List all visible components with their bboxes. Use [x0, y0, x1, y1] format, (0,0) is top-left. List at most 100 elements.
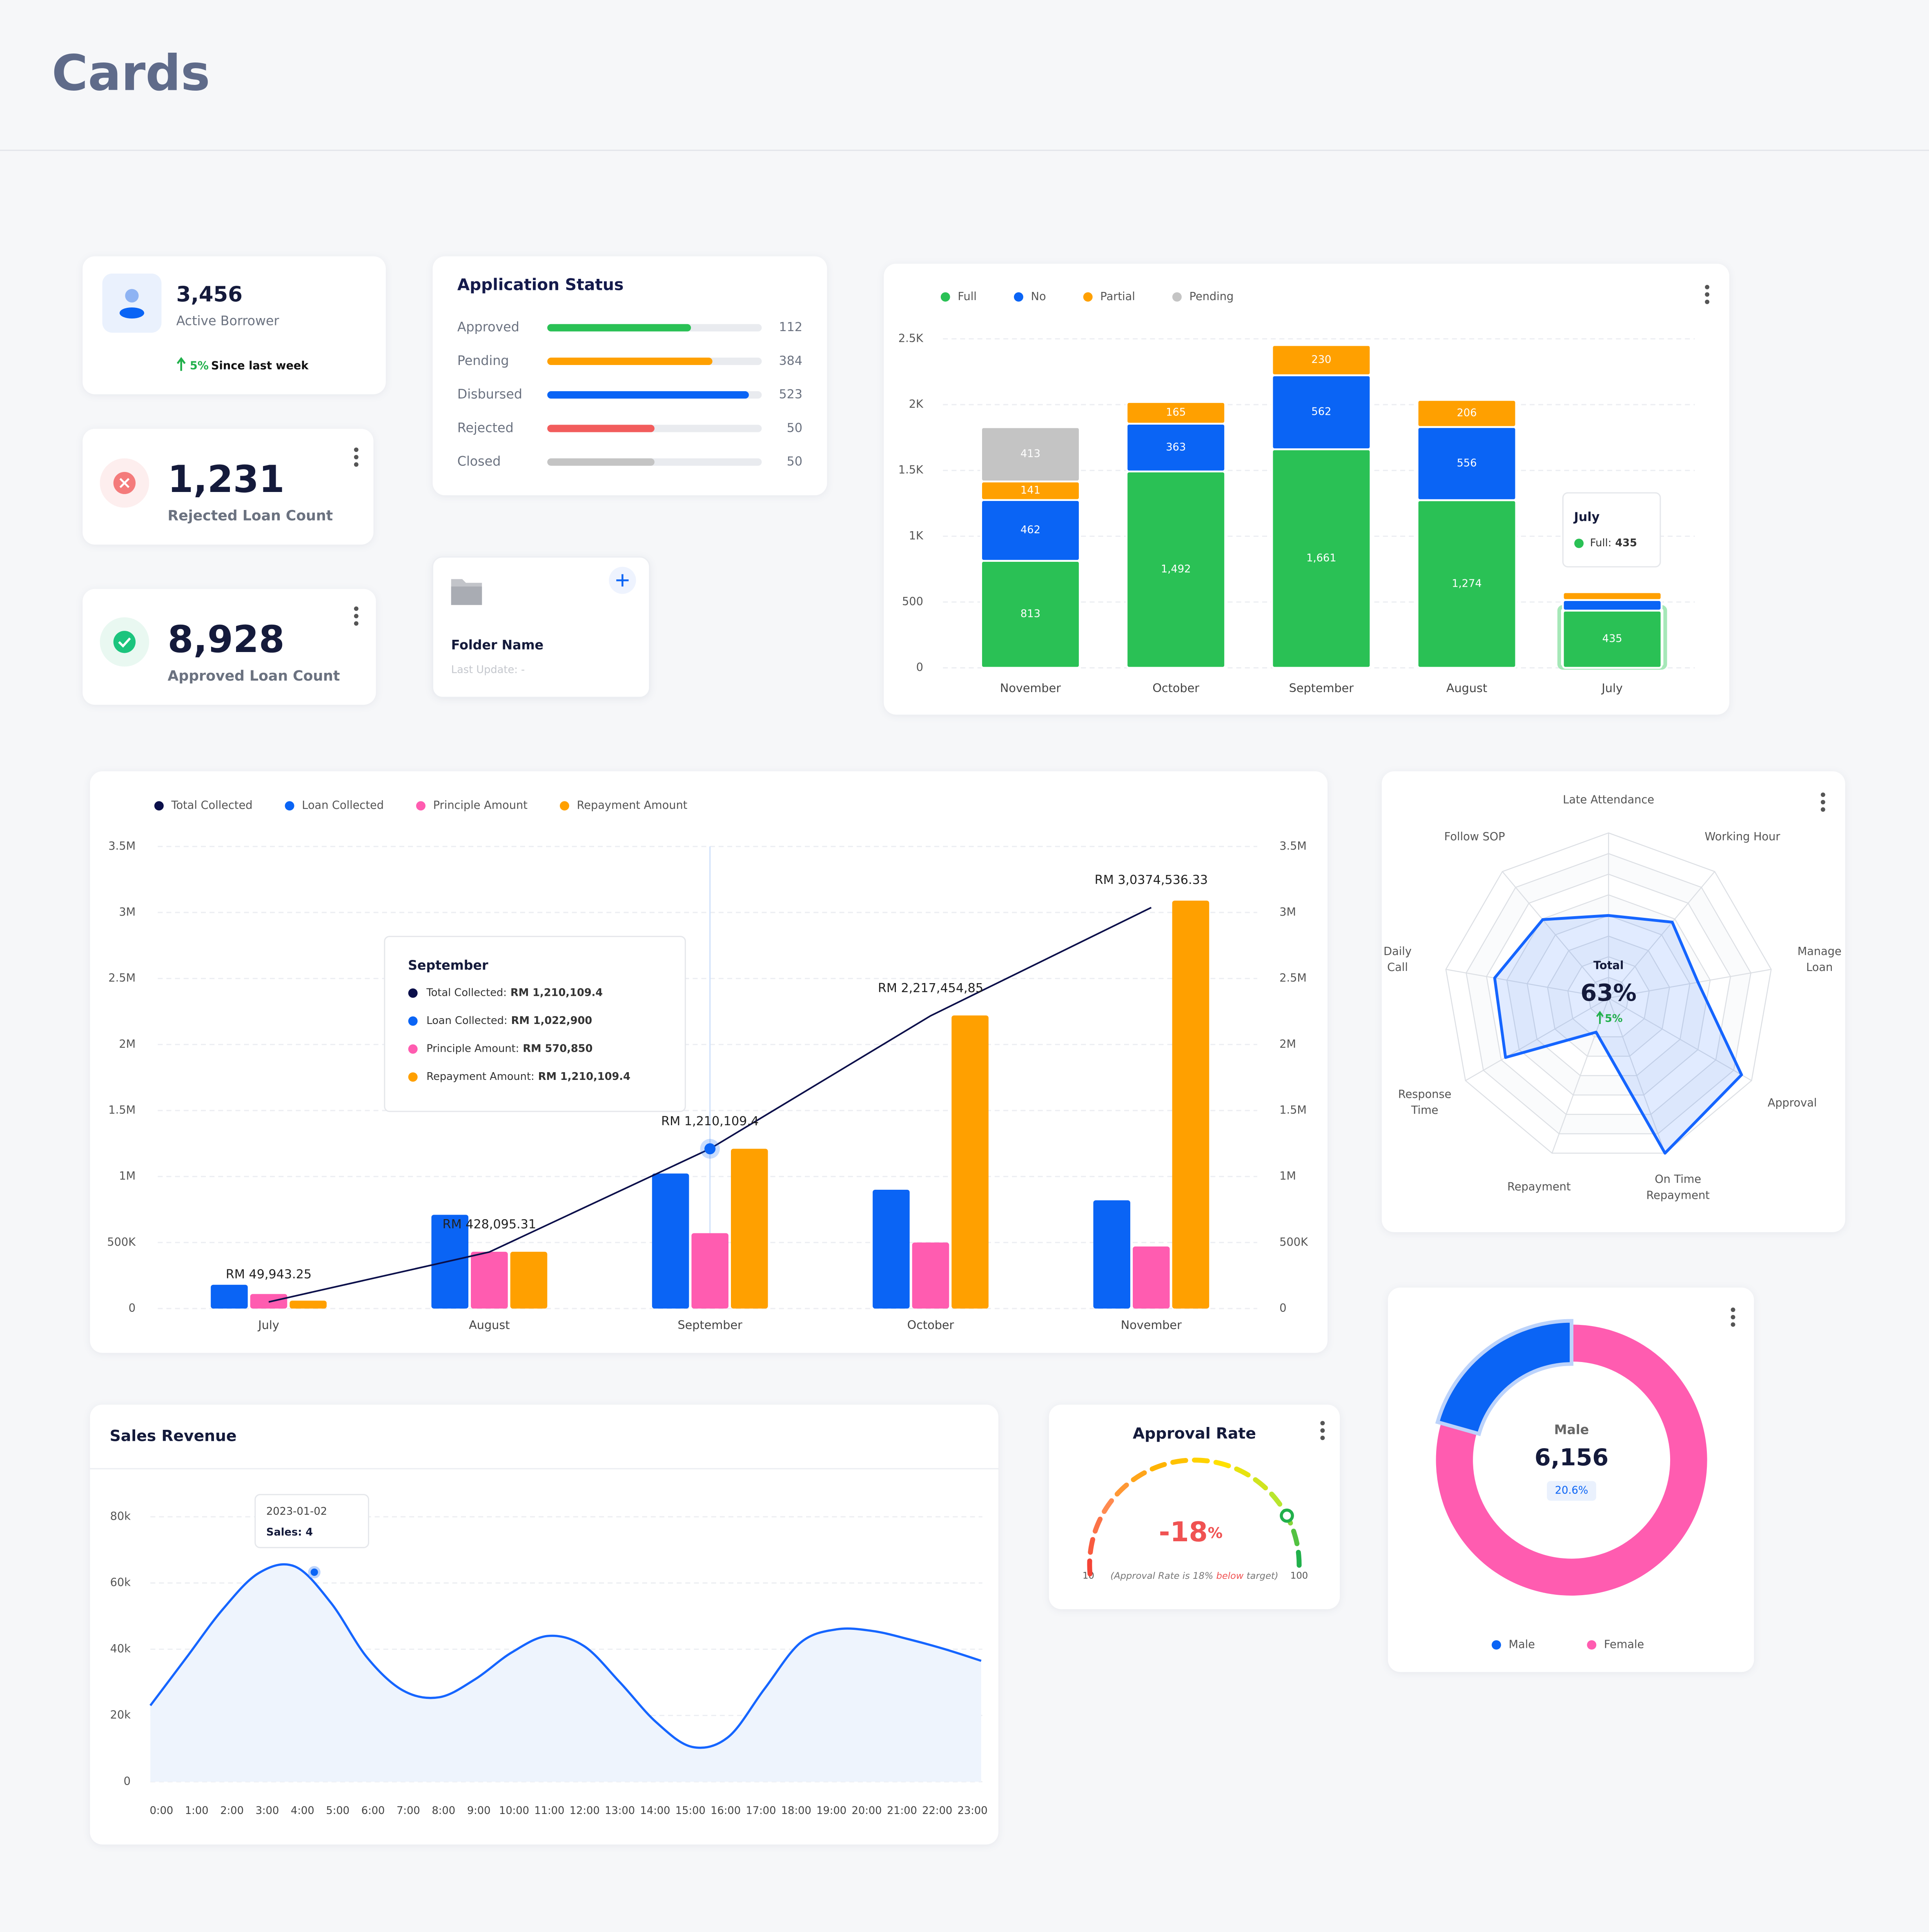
x-tick-label: 9:00 [467, 1805, 491, 1817]
legend-marker [416, 801, 425, 811]
legend-label: Partial [1100, 290, 1135, 303]
menu-button[interactable] [354, 447, 359, 467]
x-tick-label: 12:00 [570, 1805, 600, 1817]
tooltip-title: September [408, 958, 488, 973]
status-label: Rejected [457, 421, 514, 435]
x-tick-label: 4:00 [291, 1805, 314, 1817]
y-tick-label: 60k [110, 1576, 131, 1589]
status-bar [547, 458, 655, 466]
stat-value: 3,456 [176, 282, 243, 307]
tooltip-item-label: Principle Amount: [426, 1042, 519, 1055]
status-count: 50 [787, 421, 802, 435]
status-bar [547, 425, 655, 432]
center-value: 6,156 [1535, 1444, 1608, 1471]
bar [1172, 900, 1210, 1309]
y-tick-label: 80k [110, 1510, 131, 1522]
x-tick-label: 7:00 [396, 1805, 420, 1817]
annotation: RM 49,943.25 [226, 1267, 312, 1282]
x-tick-label: 0:00 [150, 1805, 174, 1817]
radar-label: On Time Repayment [1646, 1174, 1710, 1202]
x-tick-label: 6:00 [361, 1805, 385, 1817]
x-tick-label: October [1152, 681, 1199, 695]
gauge-dash [1092, 1516, 1103, 1534]
value-label: 462 [1020, 524, 1040, 536]
value-label: 141 [1020, 484, 1040, 496]
status-label: Approved [457, 320, 519, 335]
change-value: 5% [190, 359, 209, 372]
hover-point [308, 1566, 321, 1578]
legend-marker [1492, 1640, 1501, 1650]
tooltip-item-label: Total Collected: [426, 986, 507, 999]
bar [1093, 1200, 1130, 1309]
gauge-value: -18% [1159, 1516, 1223, 1548]
value-label: 435 [1602, 633, 1622, 645]
legend-label: Repayment Amount [577, 799, 688, 812]
icon-box [102, 273, 162, 333]
value-label: 1,274 [1452, 577, 1481, 590]
stat-label: Approved Loan Count [168, 668, 340, 684]
x-tick-label: 16:00 [711, 1805, 741, 1817]
folder-icon [451, 586, 482, 605]
radar-label: Late Attendance [1563, 794, 1655, 807]
legend-label: Female [1604, 1638, 1644, 1651]
up-arrow [176, 357, 186, 371]
y-tick-label: 20k [110, 1709, 131, 1721]
gauge-card [1049, 1404, 1340, 1609]
legend-label: Total Collected [171, 799, 253, 812]
legend-marker [1587, 1640, 1597, 1650]
y-tick-label: 0 [916, 661, 923, 674]
tooltip-label: Loan Collected: RM 1,022,900 [426, 1015, 592, 1027]
y-tick-label: 1.5M [108, 1104, 136, 1116]
x-tick-label: 13:00 [605, 1805, 635, 1817]
status-count: 112 [779, 320, 802, 334]
radar-spoke [1446, 969, 1609, 999]
tooltip-item-value: RM 1,022,900 [511, 1015, 593, 1027]
radar-label-box: Approval [1767, 1097, 1817, 1110]
radar-label-box: Working Hour [1705, 832, 1780, 844]
gauge-pointer [1280, 1508, 1294, 1523]
y-tick-label: 500K [1279, 1236, 1308, 1249]
user-icon [125, 289, 139, 303]
note-text: target) [1243, 1570, 1278, 1581]
y-tick-label: 3.5M [1279, 840, 1307, 852]
gauge-dash [1149, 1462, 1167, 1471]
menu-button[interactable] [1705, 285, 1710, 304]
radar-spoke [1608, 998, 1666, 1153]
radar-label: Approval [1767, 1097, 1817, 1110]
legend-marker [154, 801, 164, 811]
x-tick-label: 22:00 [922, 1805, 952, 1817]
stat-change: 5% Since last week [190, 359, 309, 372]
tooltip-marker [408, 988, 418, 998]
y-tick-label: 500 [902, 595, 923, 608]
add-icon [616, 574, 629, 587]
menu-button[interactable] [1320, 1421, 1325, 1440]
bar-segment [1562, 599, 1663, 612]
card-title: Approval Rate [1133, 1424, 1256, 1442]
menu-button[interactable] [1731, 1307, 1735, 1327]
tooltip-label: Sales: 4 [266, 1526, 313, 1538]
x-tick-label: 15:00 [675, 1805, 706, 1817]
legend-label: Loan Collected [302, 799, 384, 812]
legend-label: Male [1509, 1638, 1535, 1651]
gauge-dash [1192, 1458, 1210, 1464]
menu-button[interactable] [1820, 792, 1825, 812]
y-tick-label: 1K [909, 530, 924, 542]
folder-card[interactable] [432, 556, 650, 698]
status-label: Pending [457, 354, 509, 368]
y-tick-label: 2.5M [1279, 972, 1307, 984]
bar [211, 1284, 248, 1309]
y-tick-label: 3M [1279, 906, 1296, 918]
page-title: Cards [52, 45, 210, 102]
x-tick-label: 11:00 [534, 1805, 564, 1817]
center-percent: 20.6% [1555, 1485, 1588, 1497]
value-label: 206 [1457, 407, 1477, 419]
x-tick-label: 17:00 [746, 1805, 776, 1817]
percent-pill [1547, 1481, 1596, 1501]
annotation: RM 3,0374,536.33 [1095, 873, 1208, 887]
x-tick-label: September [1289, 681, 1354, 695]
bar [471, 1251, 508, 1309]
bar [1133, 1246, 1170, 1309]
radar-label-box: Response Time [1398, 1089, 1452, 1117]
menu-button[interactable] [354, 606, 359, 626]
gauge-unit: % [1208, 1524, 1223, 1542]
